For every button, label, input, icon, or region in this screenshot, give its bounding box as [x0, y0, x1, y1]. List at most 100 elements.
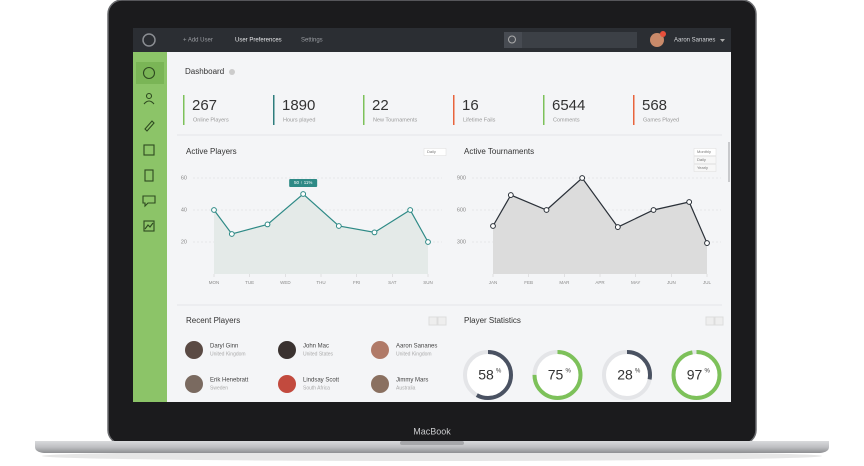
- tooltip-text: 50 ↑ 11%: [294, 180, 312, 185]
- player-avatar[interactable]: [278, 375, 296, 393]
- stat-label: New Tournaments: [373, 117, 417, 123]
- point: [507, 192, 514, 198]
- area: [214, 194, 428, 274]
- y-tick-label: 600: [457, 207, 466, 213]
- x-tick-label: JAN: [489, 280, 498, 285]
- user-name[interactable]: Aaron Sananes: [674, 38, 715, 44]
- pencil-icon[interactable]: [144, 120, 155, 132]
- chart-title: Active Tournaments: [464, 147, 534, 156]
- next-button[interactable]: [714, 316, 724, 326]
- stat-value: 568: [642, 97, 667, 114]
- x-tick-label: MAY: [631, 280, 640, 285]
- stat-value: 267: [192, 97, 217, 114]
- user-icon[interactable]: [145, 92, 153, 100]
- point: [686, 199, 693, 205]
- player-country: South Africa: [303, 385, 330, 391]
- player-name[interactable]: Jimmy Mars: [396, 378, 428, 384]
- y-tick-label: 60: [181, 175, 187, 181]
- x-tick-label: FRI: [353, 280, 360, 285]
- prev-button[interactable]: [705, 316, 715, 326]
- player-avatar[interactable]: [371, 375, 389, 393]
- point: [614, 224, 621, 230]
- player-avatar[interactable]: [371, 341, 389, 359]
- info-icon[interactable]: [142, 66, 156, 80]
- x-tick-label: SAT: [388, 280, 397, 285]
- search-icon: [508, 35, 516, 44]
- player-country: Sweden: [210, 385, 228, 391]
- donut-value: 97: [687, 367, 703, 383]
- prev-button[interactable]: [428, 316, 438, 326]
- chat-icon[interactable]: [142, 195, 156, 208]
- stat-label: Online Players: [193, 117, 229, 123]
- laptop-label: MacBook: [413, 426, 451, 436]
- point: [371, 229, 378, 236]
- dropdown[interactable]: [693, 164, 717, 172]
- tooltip: [289, 179, 318, 187]
- player-name[interactable]: Daryl Ginn: [210, 344, 238, 350]
- line: [492, 177, 708, 244]
- nav-link[interactable]: + Add User: [183, 38, 213, 44]
- search-button[interactable]: [504, 32, 522, 48]
- player-name[interactable]: Erik Henebratt: [210, 378, 249, 384]
- chart-title: Active Players: [186, 147, 237, 156]
- document-icon[interactable]: [144, 169, 154, 182]
- calendar-icon[interactable]: [143, 144, 155, 156]
- stat-value: 6544: [552, 97, 585, 114]
- player-avatar[interactable]: [185, 341, 203, 359]
- dropdown[interactable]: [693, 148, 717, 156]
- user-caret: [720, 39, 725, 42]
- search-box[interactable]: [504, 32, 637, 48]
- player-name[interactable]: Aaron Sananes: [396, 344, 437, 350]
- stat-border: [363, 95, 365, 125]
- dropdown[interactable]: [693, 156, 717, 164]
- panel-title: Player Statistics: [464, 316, 521, 325]
- x-tick-label: JUN: [667, 280, 676, 285]
- donut-unit: %: [566, 369, 572, 375]
- point: [650, 207, 657, 213]
- stat-label: Comments: [553, 117, 580, 123]
- x-tick-label: MAR: [559, 280, 570, 285]
- point: [543, 207, 550, 213]
- shadow: [42, 451, 822, 461]
- point: [425, 239, 431, 245]
- player-avatar[interactable]: [278, 341, 296, 359]
- donut-value: 75: [548, 367, 564, 383]
- donut-arc: [671, 350, 722, 400]
- player-name[interactable]: Lindsay Scott: [303, 378, 339, 384]
- donut-unit: %: [496, 369, 502, 375]
- y-tick-label: 300: [457, 239, 466, 245]
- player-avatar[interactable]: [185, 375, 203, 393]
- user-avatar[interactable]: [650, 33, 664, 47]
- stat-label: Hours played: [283, 117, 315, 123]
- line: [213, 193, 429, 243]
- screen: [133, 28, 731, 402]
- panel-title: Recent Players: [186, 316, 240, 325]
- stat-border: [633, 95, 635, 125]
- next-button[interactable]: [437, 316, 447, 326]
- graph-icon[interactable]: [143, 220, 155, 232]
- nav-link[interactable]: Settings: [301, 38, 323, 44]
- nav-link[interactable]: User Preferences: [235, 38, 282, 44]
- x-tick-label: TUE: [245, 280, 254, 285]
- donut-unit: %: [705, 369, 711, 375]
- x-tick-label: WED: [280, 280, 291, 285]
- stat-border: [183, 95, 185, 125]
- y-tick-label: 20: [181, 239, 187, 245]
- stat-value: 16: [462, 97, 479, 114]
- dropdown[interactable]: [423, 148, 447, 156]
- x-tick-label: SUN: [423, 280, 433, 285]
- stat-label: Lifetime Fails: [463, 117, 496, 123]
- player-name[interactable]: John Mac: [303, 344, 329, 350]
- x-tick-label: FEB: [524, 280, 533, 285]
- donut-unit: %: [635, 369, 641, 375]
- donut-value: 28: [617, 367, 633, 383]
- laptop-base: [35, 441, 829, 453]
- point: [211, 207, 217, 213]
- page-title: Dashboard: [185, 67, 224, 76]
- notch: [400, 441, 464, 445]
- sidebar-icons: [142, 66, 156, 232]
- sidebar-active: [136, 62, 164, 84]
- stat-border: [453, 95, 455, 125]
- dropdown-option: Daily: [697, 157, 706, 162]
